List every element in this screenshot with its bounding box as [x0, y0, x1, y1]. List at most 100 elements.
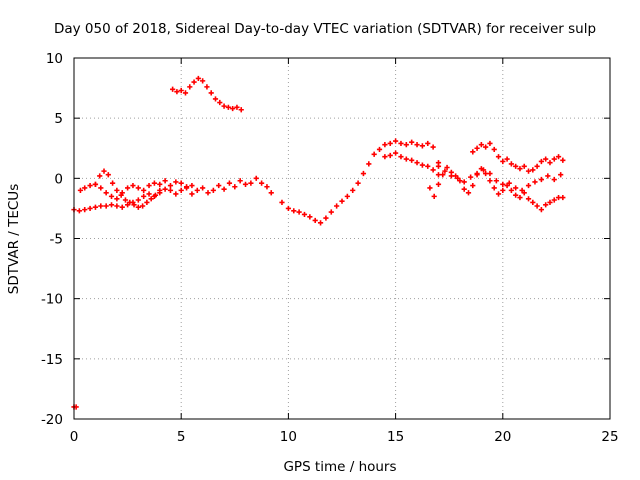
- data-point: [525, 182, 532, 189]
- data-point: [226, 180, 233, 186]
- data-point: [448, 173, 454, 179]
- data-point: [465, 190, 472, 196]
- data-point: [547, 160, 553, 166]
- data-point: [140, 203, 146, 209]
- data-point: [312, 217, 318, 224]
- data-point: [504, 156, 510, 162]
- data-point: [534, 163, 540, 169]
- data-point: [513, 163, 519, 169]
- data-point: [480, 167, 487, 173]
- data-point: [97, 173, 103, 179]
- data-point: [442, 168, 448, 174]
- data-point: [468, 174, 474, 180]
- axes: 0 5 10 15 20 25 10 5 0 -5 -10 -15 -20: [41, 51, 619, 445]
- data-layer: [71, 75, 566, 410]
- data-point: [355, 180, 361, 186]
- y-tick-label: 10: [46, 51, 63, 67]
- data-point: [162, 186, 168, 192]
- data-point: [217, 99, 223, 106]
- data-point: [538, 158, 544, 165]
- data-point: [455, 175, 461, 181]
- data-point: [242, 181, 249, 187]
- data-point: [152, 192, 159, 198]
- data-point: [493, 178, 499, 184]
- chart-title: Day 050 of 2018, Sidereal Day-to-day VTE…: [54, 21, 596, 37]
- data-point: [141, 187, 147, 193]
- data-point: [323, 215, 329, 221]
- data-point: [560, 157, 566, 163]
- data-point: [127, 199, 133, 205]
- data-point: [344, 193, 350, 199]
- data-point: [440, 172, 446, 178]
- data-point: [517, 194, 523, 201]
- data-point: [170, 86, 176, 92]
- series-track-a-lower: [71, 175, 274, 214]
- data-point: [237, 178, 243, 184]
- data-point: [382, 142, 388, 148]
- data-point: [238, 107, 244, 113]
- data-point: [461, 186, 467, 192]
- data-point: [301, 211, 308, 218]
- data-point: [538, 207, 544, 213]
- data-point: [521, 163, 527, 169]
- data-point: [444, 164, 450, 171]
- data-point: [534, 203, 540, 209]
- data-point: [398, 140, 404, 147]
- data-point: [495, 191, 502, 197]
- data-point: [157, 181, 163, 187]
- data-point: [200, 78, 206, 84]
- data-point: [146, 182, 152, 189]
- data-point: [360, 170, 367, 177]
- data-point: [376, 146, 383, 153]
- data-point: [221, 186, 227, 192]
- data-point: [414, 142, 420, 148]
- data-point: [178, 87, 184, 94]
- y-axis-label: SDTVAR / TECUs: [6, 184, 22, 294]
- data-point: [430, 144, 436, 150]
- data-point: [491, 185, 497, 191]
- data-point: [409, 139, 415, 145]
- data-point: [183, 185, 190, 191]
- data-point: [551, 156, 557, 162]
- data-point: [135, 185, 141, 191]
- data-point: [403, 156, 409, 162]
- x-tick-label: 15: [387, 429, 404, 445]
- data-point: [216, 182, 222, 189]
- data-point: [98, 203, 104, 209]
- data-point: [119, 204, 125, 210]
- data-point: [191, 79, 197, 85]
- data-point: [409, 157, 415, 163]
- data-point: [114, 203, 120, 209]
- data-point: [122, 197, 129, 203]
- y-tick-label: -10: [41, 292, 63, 308]
- data-point: [328, 209, 334, 215]
- data-point: [414, 160, 420, 166]
- data-point: [500, 158, 506, 165]
- data-point: [551, 197, 557, 203]
- data-point: [545, 173, 551, 179]
- data-point: [519, 187, 525, 193]
- data-point: [210, 187, 216, 193]
- data-point: [195, 75, 201, 82]
- data-point: [174, 89, 180, 95]
- data-point: [470, 182, 476, 189]
- grid: [74, 58, 610, 419]
- data-point: [148, 196, 154, 202]
- data-point: [189, 182, 195, 189]
- data-point: [560, 194, 566, 201]
- data-point: [167, 187, 174, 193]
- data-point: [92, 204, 99, 210]
- data-point: [205, 190, 211, 196]
- data-point: [543, 202, 549, 208]
- series-track-c: [279, 138, 442, 226]
- data-point: [425, 140, 431, 147]
- data-point: [82, 185, 88, 191]
- data-point: [146, 191, 152, 197]
- data-point: [513, 185, 519, 191]
- data-point: [366, 161, 372, 167]
- data-point: [513, 192, 519, 198]
- data-point: [135, 204, 141, 210]
- data-point: [232, 184, 238, 190]
- data-point: [101, 168, 107, 174]
